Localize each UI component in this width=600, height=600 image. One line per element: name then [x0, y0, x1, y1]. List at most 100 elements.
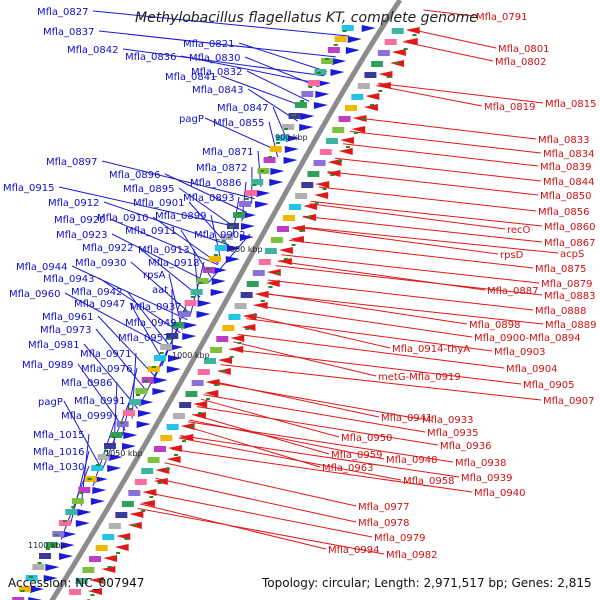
gene-arrow-forward: [28, 597, 43, 600]
tick-mark: [412, 34, 417, 36]
left-gene-label: Mfla_0901: [133, 198, 185, 209]
gene-arrow-forward: [77, 509, 92, 516]
right-gene-label: Mfla_0958: [403, 476, 455, 487]
left-gene-label: pagP: [179, 114, 204, 125]
left-gene-label: Mfla_0930: [75, 258, 127, 269]
functional-category-band: [214, 245, 227, 251]
functional-category-band: [295, 193, 308, 199]
gene-arrow-reverse: [403, 38, 418, 45]
functional-category-band: [82, 567, 95, 573]
right-connector: [334, 157, 542, 182]
functional-category-band: [307, 171, 320, 177]
functional-category-band: [294, 102, 307, 108]
gene-arrow-reverse: [129, 511, 144, 518]
right-connector: [296, 226, 559, 254]
right-connector: [203, 394, 426, 433]
functional-category-band: [233, 212, 246, 218]
left-connector: [178, 187, 238, 230]
gene-arrow-forward: [121, 443, 136, 450]
tick-mark: [213, 254, 218, 256]
left-gene-label: aat: [152, 285, 168, 296]
left-gene-label: Mfla_0842: [67, 45, 119, 56]
tick-mark: [198, 282, 203, 284]
functional-category-band: [135, 388, 148, 394]
tick-mark: [316, 72, 321, 74]
right-gene-label: Mfla_0801: [498, 44, 550, 55]
functional-category-band: [222, 325, 235, 331]
tick-mark: [124, 538, 129, 540]
left-connector: [238, 42, 328, 73]
tick-mark: [165, 468, 170, 470]
gene-arrow-forward: [60, 542, 75, 549]
right-gene-label: Mfla_0879: [541, 279, 593, 290]
functional-category-band: [178, 311, 191, 317]
gene-arrow-reverse: [254, 291, 269, 298]
functional-category-band: [65, 509, 78, 515]
tick-mark: [346, 146, 351, 148]
functional-category-band: [351, 94, 364, 100]
tick-mark: [291, 244, 296, 246]
tick-mark: [206, 268, 211, 270]
right-gene-label: Mfla_0939: [461, 473, 513, 484]
tick-mark: [190, 426, 195, 428]
left-connector: [122, 48, 325, 77]
tick-mark: [62, 520, 67, 522]
right-gene-label: rpsD: [500, 250, 524, 261]
right-gene-label: Mfla_0979: [374, 533, 426, 544]
right-gene-label: Mfla_0819: [484, 102, 536, 113]
tick-mark: [141, 510, 146, 512]
right-labels: Mfla_0791 Mfla_0801 Mfla_0802 Mfla_0815 Mfla…: [322, 12, 597, 561]
gene-arrow-forward: [139, 399, 154, 406]
left-gene-label: Mfla_0949: [125, 318, 177, 329]
left-connector: [64, 292, 172, 350]
left-gene-label: Mfla_0843: [192, 85, 244, 96]
functional-category-band: [208, 256, 221, 262]
left-gene-label: Mfla_0981: [28, 340, 80, 351]
left-labels: Mfla_0827 Mfla_0837 Mfla_0842 Mfla_0836 Mfla…: [3, 7, 269, 473]
functional-category-band: [275, 135, 288, 141]
functional-category-band: [75, 578, 88, 584]
gene-arrow-reverse: [326, 170, 341, 177]
tick-mark: [252, 184, 257, 186]
gene-arrow-reverse: [114, 544, 129, 551]
left-connector: [189, 261, 205, 316]
gene-arrow-forward: [197, 300, 212, 307]
tick-label: 1000 kbp: [172, 351, 210, 360]
tick-mark: [237, 212, 242, 214]
gene-arrow-reverse: [338, 148, 353, 155]
gene-arrow-forward: [196, 311, 211, 318]
left-gene-label: Mfla_0893: [183, 193, 235, 204]
tick-mark: [99, 580, 104, 582]
tick-mark: [128, 408, 133, 410]
tick-marks: [20, 30, 417, 596]
gene-arrow-reverse: [166, 456, 181, 463]
right-gene-label: Mfla_0889: [545, 320, 597, 331]
gene-arrow-forward: [225, 256, 240, 263]
gene-arrow-reverse: [278, 247, 293, 254]
tick-mark: [79, 492, 84, 494]
gene-arrow-reverse: [242, 313, 257, 320]
functional-category-band: [228, 314, 241, 320]
right-gene-label: Mfla_0938: [455, 458, 507, 469]
right-gene-label: Mfla_0914-thyA: [392, 344, 470, 355]
tick-mark: [260, 300, 265, 302]
gene-arrow-reverse: [140, 500, 155, 507]
functional-category-band: [240, 292, 253, 298]
right-connector: [172, 448, 473, 493]
gene-arrow-reverse: [229, 346, 244, 353]
left-connector: [231, 196, 240, 240]
gene-arrow-forward: [270, 168, 285, 175]
gene-arrow-forward: [330, 69, 345, 76]
gene-arrow-forward: [183, 322, 198, 329]
right-gene-label: Mfla_0833: [538, 135, 590, 146]
gene-arrow-reverse: [277, 258, 292, 265]
functional-category-band: [32, 564, 45, 570]
right-gene-label: Mfla_0936: [440, 441, 492, 452]
tick-mark: [307, 216, 312, 218]
gene-arrow-forward: [92, 487, 107, 494]
functional-category-band: [78, 487, 91, 493]
tick-mark: [276, 142, 281, 144]
tick-mark: [342, 30, 347, 32]
gene-arrow-reverse: [241, 324, 256, 331]
functional-category-band: [210, 347, 223, 353]
